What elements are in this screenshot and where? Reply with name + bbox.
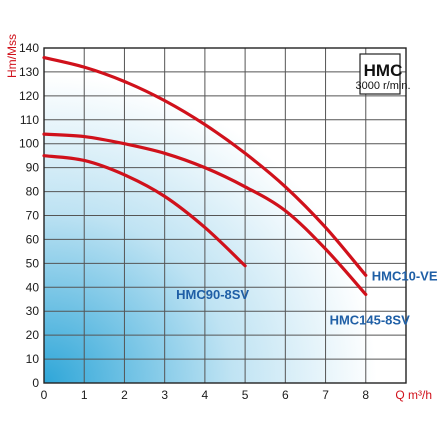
series-label: HMC10-VE <box>372 268 438 283</box>
series-label: HMC145-8SV <box>330 312 411 327</box>
y-tick-label: 100 <box>19 137 39 151</box>
title-box <box>359 53 401 95</box>
series-label: HMC90-8SV <box>176 287 249 302</box>
x-tick-label: 3 <box>161 388 168 402</box>
series-line <box>42 154 247 268</box>
y-tick-label: 110 <box>20 113 39 127</box>
chart-title: HMC <box>364 61 403 80</box>
y-tick-label: 20 <box>26 328 40 342</box>
y-tick-label: 120 <box>19 89 39 103</box>
y-tick-label: 80 <box>26 185 40 199</box>
x-tick-label: 8 <box>362 388 369 402</box>
x-tick-label: 7 <box>322 388 329 402</box>
x-axis-title: Q m³/h <box>395 388 432 402</box>
series-lines <box>42 55 368 297</box>
x-tick-label: 5 <box>242 388 249 402</box>
grid <box>43 47 407 384</box>
y-tick-label: 140 <box>19 41 39 55</box>
y-tick-label: 30 <box>26 304 40 318</box>
tick-labels: 0 10 20 30 40 50 60 70 80 90 100 110 120 130 140 0 1 2 3 4 5… <box>19 41 369 402</box>
x-tick-label: 2 <box>121 388 128 402</box>
series-labels: HMC10-VE HMC145-8SV HMC90-8SV <box>176 268 438 327</box>
x-tick-label: 4 <box>202 388 209 402</box>
y-tick-label: 70 <box>26 209 40 223</box>
y-tick-label: 10 <box>26 352 40 366</box>
y-axis-title: Hm/Mss <box>5 34 19 78</box>
x-tick-label: 1 <box>81 388 88 402</box>
x-tick-label: 6 <box>282 388 289 402</box>
series-line <box>42 132 368 297</box>
x-tick-label: 0 <box>41 388 48 402</box>
y-tick-label: 0 <box>32 376 39 390</box>
y-tick-label: 40 <box>26 280 40 294</box>
plot-frame <box>43 47 407 384</box>
y-tick-label: 90 <box>26 161 40 175</box>
chart-subtitle: 3000 r/min. <box>355 80 410 92</box>
y-tick-label: 50 <box>26 256 40 270</box>
series-line <box>42 55 368 277</box>
y-tick-label: 130 <box>19 65 39 79</box>
y-tick-label: 60 <box>26 232 40 246</box>
